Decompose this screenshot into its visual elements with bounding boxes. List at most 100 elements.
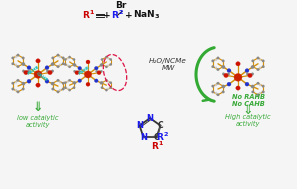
Circle shape (215, 59, 217, 61)
Circle shape (100, 81, 103, 84)
Circle shape (22, 88, 24, 90)
Circle shape (27, 66, 31, 70)
Circle shape (45, 66, 49, 70)
Text: N: N (140, 133, 147, 142)
Circle shape (217, 94, 219, 96)
Text: activity: activity (26, 122, 50, 128)
Circle shape (215, 92, 217, 94)
Circle shape (36, 59, 40, 63)
Text: $\mathbf{NaN_3}$: $\mathbf{NaN_3}$ (133, 9, 160, 22)
Circle shape (100, 70, 102, 73)
Circle shape (22, 63, 25, 66)
Text: C: C (154, 133, 159, 142)
Circle shape (222, 73, 225, 75)
Circle shape (257, 68, 259, 71)
Circle shape (67, 81, 69, 82)
Circle shape (45, 79, 49, 83)
Text: N: N (136, 121, 143, 130)
Circle shape (100, 64, 103, 67)
Circle shape (251, 73, 254, 75)
Circle shape (64, 82, 67, 84)
Circle shape (107, 57, 109, 59)
Circle shape (59, 89, 61, 91)
Circle shape (51, 70, 54, 72)
Circle shape (107, 65, 109, 66)
Text: activity: activity (236, 121, 260, 127)
Circle shape (22, 57, 24, 59)
Circle shape (12, 82, 14, 84)
Circle shape (15, 56, 17, 58)
Circle shape (227, 73, 230, 75)
Circle shape (62, 82, 64, 84)
Text: No RAHB: No RAHB (231, 94, 265, 100)
Circle shape (78, 66, 82, 70)
Circle shape (73, 81, 76, 84)
Circle shape (64, 87, 67, 89)
Circle shape (252, 85, 254, 87)
Circle shape (222, 66, 225, 69)
Circle shape (22, 70, 25, 72)
Circle shape (252, 60, 254, 62)
Circle shape (62, 63, 64, 65)
Circle shape (78, 70, 80, 73)
Circle shape (73, 58, 75, 61)
Circle shape (101, 58, 103, 61)
Circle shape (17, 54, 19, 56)
Circle shape (22, 82, 25, 85)
Circle shape (67, 88, 69, 90)
Circle shape (34, 70, 42, 78)
Text: $\mathbf{R^1}$: $\mathbf{R^1}$ (151, 139, 164, 152)
Circle shape (12, 57, 14, 59)
Circle shape (22, 82, 24, 84)
Circle shape (52, 82, 54, 84)
Circle shape (59, 81, 61, 83)
Circle shape (262, 85, 264, 87)
Circle shape (248, 73, 252, 77)
Text: ⇓: ⇓ (33, 101, 43, 114)
Circle shape (245, 82, 249, 86)
Circle shape (105, 89, 108, 91)
Circle shape (211, 85, 214, 87)
Circle shape (101, 82, 103, 84)
Circle shape (48, 70, 52, 75)
Text: low catalytic: low catalytic (17, 115, 59, 121)
Circle shape (67, 65, 69, 66)
Circle shape (36, 83, 40, 87)
Circle shape (94, 66, 98, 70)
Circle shape (78, 79, 82, 82)
Circle shape (252, 91, 254, 93)
Text: CAHB: CAHB (35, 72, 49, 83)
Circle shape (22, 63, 24, 65)
Circle shape (110, 58, 112, 61)
Circle shape (259, 84, 261, 86)
Circle shape (97, 71, 101, 75)
Circle shape (110, 63, 112, 66)
Circle shape (52, 88, 54, 90)
Circle shape (17, 79, 19, 82)
Text: H₂O/NCMe
MW: H₂O/NCMe MW (149, 58, 187, 71)
Circle shape (62, 88, 64, 90)
Circle shape (17, 65, 19, 68)
Circle shape (46, 70, 49, 72)
Circle shape (15, 64, 17, 66)
Text: N: N (146, 114, 154, 123)
Circle shape (262, 65, 264, 68)
Circle shape (246, 73, 249, 75)
Circle shape (110, 87, 112, 89)
Circle shape (259, 92, 261, 94)
Circle shape (62, 57, 64, 59)
Circle shape (101, 87, 103, 89)
Circle shape (251, 85, 254, 88)
Circle shape (73, 63, 75, 66)
Text: RAHB: RAHB (78, 66, 91, 76)
Text: $\mathbf{R^1}$: $\mathbf{R^1}$ (82, 9, 95, 21)
Circle shape (217, 57, 219, 59)
Circle shape (236, 86, 240, 90)
Circle shape (51, 82, 54, 85)
Circle shape (257, 57, 259, 59)
Circle shape (257, 82, 259, 84)
Circle shape (73, 64, 76, 67)
Text: No CAHB: No CAHB (232, 101, 264, 107)
Circle shape (262, 91, 264, 93)
Circle shape (67, 57, 69, 59)
